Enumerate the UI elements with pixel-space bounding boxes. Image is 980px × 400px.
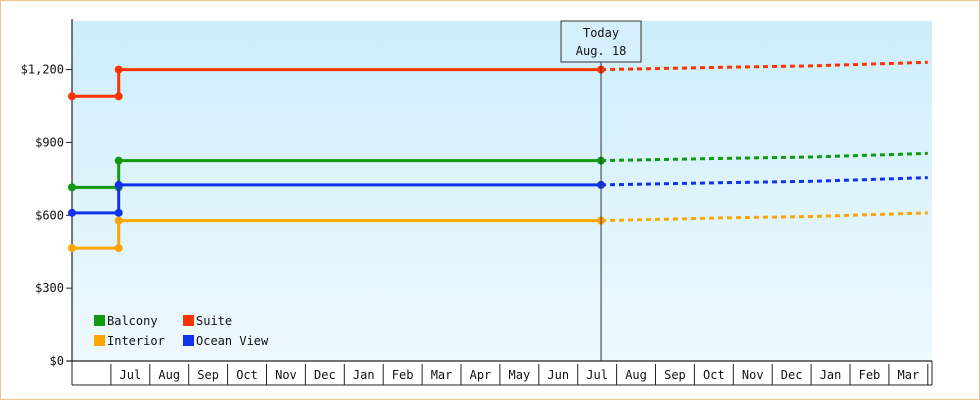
data-point-ocean-view xyxy=(114,208,123,217)
x-tick-label: Aug xyxy=(625,368,647,382)
data-point-interior xyxy=(68,244,76,253)
data-point-balcony xyxy=(114,156,123,165)
today-label: Today xyxy=(583,26,619,40)
x-tick-label: Oct xyxy=(703,368,725,382)
x-tick-label: Oct xyxy=(236,368,258,382)
series-projection-balcony xyxy=(600,151,928,163)
x-tick-label: Sep xyxy=(664,368,686,382)
legend-label-ocean-view: Ocean View xyxy=(196,334,269,348)
x-tick-label: Aug xyxy=(158,368,180,382)
y-tick-label: $300 xyxy=(35,281,64,295)
x-tick-label: Jul xyxy=(586,368,608,382)
x-tick-label: Jan xyxy=(820,368,842,382)
x-tick-label: May xyxy=(509,368,531,382)
data-point-interior xyxy=(114,216,123,225)
y-tick-label: $900 xyxy=(35,135,64,149)
legend-swatch-interior xyxy=(94,335,105,346)
x-tick-label: Apr xyxy=(470,368,492,382)
legend-swatch-suite xyxy=(183,315,194,326)
today-date: Aug. 18 xyxy=(576,44,627,58)
legend-label-balcony: Balcony xyxy=(107,314,158,328)
x-tick-label: Mar xyxy=(431,368,453,382)
series-projection-interior xyxy=(600,211,928,223)
legend-label-interior: Interior xyxy=(107,334,165,348)
data-point-interior xyxy=(114,244,123,253)
series-projection-suite xyxy=(600,60,928,72)
x-tick-label: Dec xyxy=(781,368,803,382)
x-tick-label: Nov xyxy=(742,368,764,382)
x-tick-label: Jan xyxy=(353,368,375,382)
data-point-suite xyxy=(114,92,123,101)
legend-label-suite: Suite xyxy=(196,314,232,328)
data-point-ocean-view xyxy=(114,180,123,189)
series-line-suite xyxy=(72,68,601,98)
legend-swatch-ocean-view xyxy=(183,335,194,346)
today-label-box xyxy=(560,20,642,63)
x-tick-label: Sep xyxy=(197,368,219,382)
y-tick-label: $1,200 xyxy=(21,63,64,77)
legend: Balcony Suite Interior Ocean View xyxy=(94,314,269,348)
data-point-ocean-view xyxy=(68,208,76,217)
y-tick-label: $0 xyxy=(50,354,64,368)
x-tick-label: Jun xyxy=(547,368,569,382)
plot-background xyxy=(72,21,932,361)
series-line-ocean-view xyxy=(72,183,601,215)
x-tick-label: Mar xyxy=(898,368,920,382)
today-marker-group: Today Aug. 18 xyxy=(560,20,642,361)
x-tick-label: Feb xyxy=(859,368,881,382)
y-tick-label: $600 xyxy=(35,208,64,222)
series-line-balcony xyxy=(72,159,601,189)
x-tick-label: Jul xyxy=(120,368,142,382)
x-tick-label: Dec xyxy=(314,368,336,382)
legend-swatch-balcony xyxy=(94,315,105,326)
axes-group: $0 $300 $600 $900 $1,200 Jul Aug Sep Oct Nov Dec Ja… xyxy=(21,19,933,386)
data-point-suite xyxy=(68,92,76,101)
data-point-suite xyxy=(114,65,123,74)
data-point-balcony xyxy=(68,183,76,192)
series-projection-ocean-view xyxy=(600,176,928,187)
series-line-interior xyxy=(72,219,601,250)
x-tick-label: Nov xyxy=(275,368,297,382)
series-group xyxy=(68,60,928,253)
x-tick-label: Feb xyxy=(392,368,414,382)
